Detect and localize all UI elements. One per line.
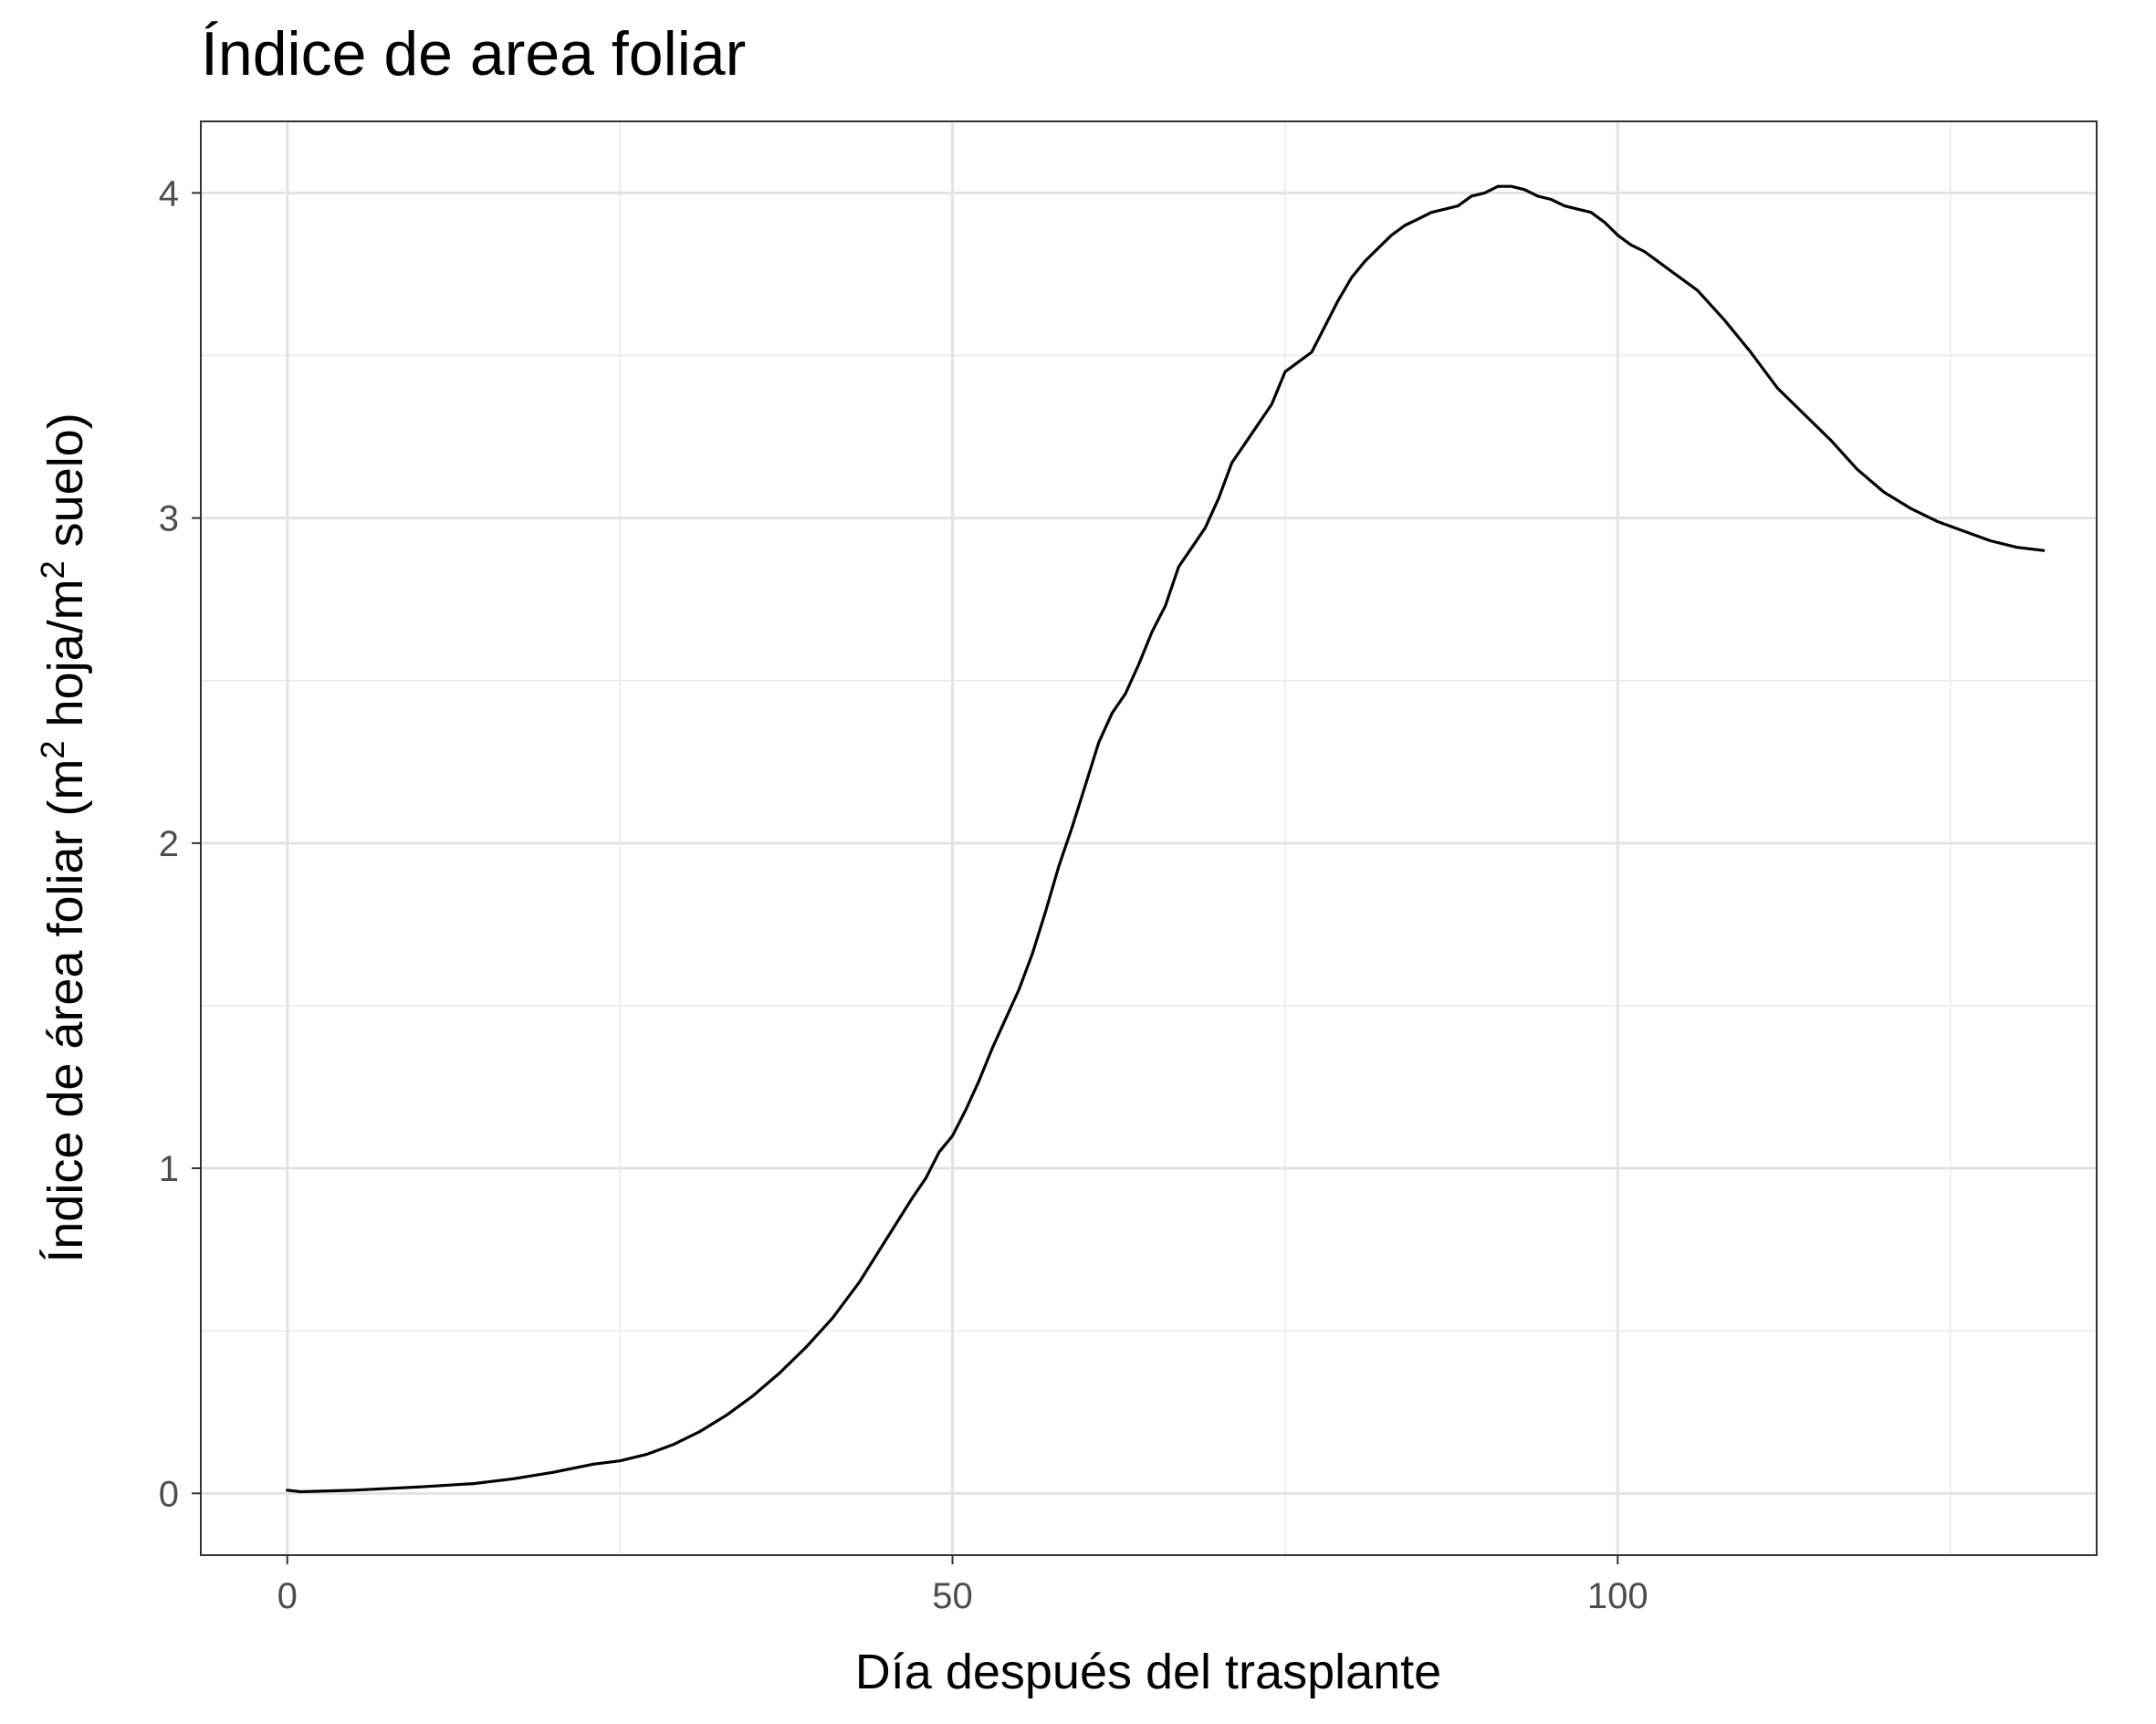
x-axis-title: Día después del trasplante [855, 1645, 1441, 1699]
y-tick-label: 4 [159, 173, 179, 214]
y-axis-title-part1: Índice de área foliar (m [38, 758, 93, 1262]
minor-gridlines [201, 121, 2097, 1555]
plot-panel-border [200, 120, 2098, 1556]
series-line [286, 184, 2046, 1494]
y-axis-title-part2: hoja/m [38, 579, 93, 740]
x-tick-label: 50 [932, 1576, 973, 1616]
y-tick-label: 1 [159, 1149, 179, 1189]
y-tick-label: 0 [159, 1474, 179, 1514]
y-axis-title-sup1: 2 [34, 740, 71, 758]
x-tick-label: 100 [1587, 1576, 1648, 1616]
y-axis-ticks: 0 1 2 3 4 [159, 173, 201, 1514]
y-axis-title-sup2: 2 [34, 560, 71, 579]
x-tick-label: 0 [277, 1576, 298, 1616]
major-gridlines [201, 121, 2097, 1555]
y-tick-label: 3 [159, 499, 179, 539]
chart-title: Índice de area foliar [201, 19, 746, 89]
y-tick-label: 2 [159, 824, 179, 864]
y-axis-title: Índice de área foliar (m2 hoja/m2 suelo) [34, 413, 93, 1263]
series-layer [286, 184, 2046, 1494]
x-axis-ticks: 0 50 100 [277, 1555, 1648, 1616]
y-axis-title-part3: suelo) [38, 413, 93, 560]
